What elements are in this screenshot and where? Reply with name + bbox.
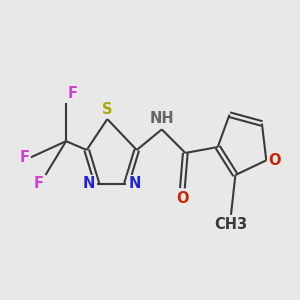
Text: F: F: [19, 150, 29, 165]
Text: O: O: [176, 190, 189, 206]
Text: N: N: [129, 176, 141, 191]
Text: NH: NH: [149, 111, 174, 126]
Text: CH3: CH3: [214, 217, 248, 232]
Text: S: S: [102, 102, 112, 117]
Text: F: F: [68, 86, 78, 101]
Text: F: F: [34, 176, 44, 191]
Text: O: O: [269, 153, 281, 168]
Text: N: N: [82, 176, 94, 191]
